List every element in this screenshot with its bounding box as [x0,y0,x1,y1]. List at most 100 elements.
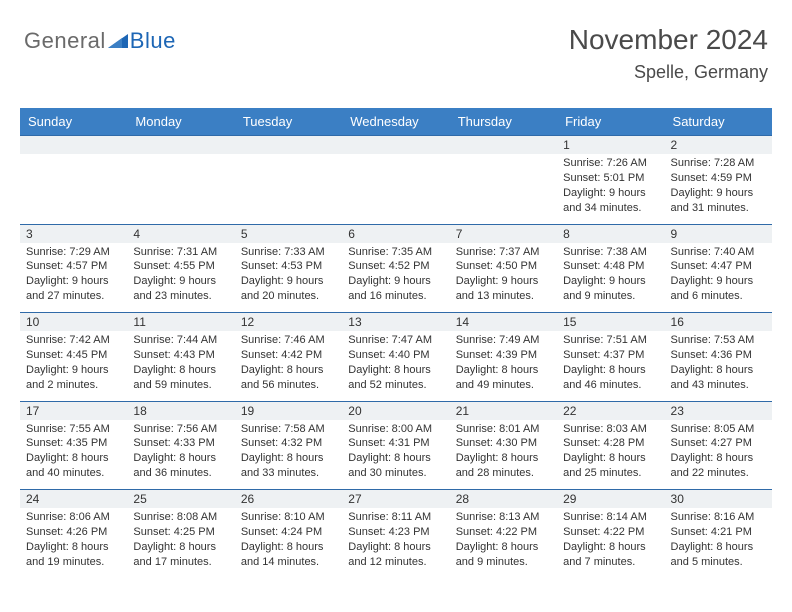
day-number-cell: 3 [20,224,127,243]
daylight-text-2: and 7 minutes. [563,555,658,570]
day-data-cell: Sunrise: 7:58 AMSunset: 4:32 PMDaylight:… [235,420,342,490]
day-number-cell: 17 [20,401,127,420]
day-data-cell: Sunrise: 7:29 AMSunset: 4:57 PMDaylight:… [20,243,127,313]
daylight-text-1: Daylight: 8 hours [348,540,443,555]
daylight-text-2: and 34 minutes. [563,201,658,216]
sunrise-text: Sunrise: 7:35 AM [348,245,443,260]
day-number-cell: 4 [127,224,234,243]
day-number-cell: 18 [127,401,234,420]
daylight-text-1: Daylight: 8 hours [241,540,336,555]
day-data-cell: Sunrise: 7:37 AMSunset: 4:50 PMDaylight:… [450,243,557,313]
daylight-text-2: and 56 minutes. [241,378,336,393]
daylight-text-1: Daylight: 8 hours [671,363,766,378]
sunrise-text: Sunrise: 7:29 AM [26,245,121,260]
day-number-cell: 6 [342,224,449,243]
sunset-text: Sunset: 4:55 PM [133,259,228,274]
day-number-cell: 14 [450,313,557,332]
day-number-cell: 23 [665,401,772,420]
day-number-cell: 13 [342,313,449,332]
day-number: 23 [671,404,684,418]
day-data-cell: Sunrise: 7:51 AMSunset: 4:37 PMDaylight:… [557,331,664,401]
sunset-text: Sunset: 4:27 PM [671,436,766,451]
day-number-cell: 15 [557,313,664,332]
sunset-text: Sunset: 4:21 PM [671,525,766,540]
day-data-cell: Sunrise: 8:10 AMSunset: 4:24 PMDaylight:… [235,508,342,578]
day-number: 14 [456,315,469,329]
daylight-text-1: Daylight: 9 hours [26,274,121,289]
sunrise-text: Sunrise: 7:31 AM [133,245,228,260]
sunrise-text: Sunrise: 7:55 AM [26,422,121,437]
sunset-text: Sunset: 5:01 PM [563,171,658,186]
day-data-cell: Sunrise: 8:11 AMSunset: 4:23 PMDaylight:… [342,508,449,578]
daylight-text-2: and 52 minutes. [348,378,443,393]
sunrise-text: Sunrise: 8:10 AM [241,510,336,525]
day-data-cell: Sunrise: 8:14 AMSunset: 4:22 PMDaylight:… [557,508,664,578]
daylight-text-2: and 36 minutes. [133,466,228,481]
daylight-text-2: and 6 minutes. [671,289,766,304]
day-number: 9 [671,227,678,241]
weekday-header: Wednesday [342,108,449,136]
sunrise-text: Sunrise: 8:14 AM [563,510,658,525]
daylight-text-2: and 12 minutes. [348,555,443,570]
day-number-row: 3456789 [20,224,772,243]
daylight-text-1: Daylight: 8 hours [26,540,121,555]
sunrise-text: Sunrise: 8:11 AM [348,510,443,525]
day-number: 8 [563,227,570,241]
day-number-cell: 25 [127,490,234,509]
sunrise-text: Sunrise: 7:40 AM [671,245,766,260]
daylight-text-2: and 23 minutes. [133,289,228,304]
daylight-text-2: and 22 minutes. [671,466,766,481]
sunrise-text: Sunrise: 7:26 AM [563,156,658,171]
sunrise-text: Sunrise: 7:46 AM [241,333,336,348]
day-number: 18 [133,404,146,418]
daylight-text-2: and 5 minutes. [671,555,766,570]
day-number: 5 [241,227,248,241]
day-data-cell: Sunrise: 7:44 AMSunset: 4:43 PMDaylight:… [127,331,234,401]
sunset-text: Sunset: 4:52 PM [348,259,443,274]
day-data-cell [342,154,449,224]
sunset-text: Sunset: 4:32 PM [241,436,336,451]
day-number: 24 [26,492,39,506]
brand-text-2: Blue [130,28,176,54]
daylight-text-2: and 40 minutes. [26,466,121,481]
sunrise-text: Sunrise: 8:05 AM [671,422,766,437]
sunrise-text: Sunrise: 7:56 AM [133,422,228,437]
day-number: 17 [26,404,39,418]
daylight-text-2: and 27 minutes. [26,289,121,304]
daylight-text-1: Daylight: 8 hours [456,363,551,378]
day-number: 6 [348,227,355,241]
sunset-text: Sunset: 4:26 PM [26,525,121,540]
sunrise-text: Sunrise: 7:38 AM [563,245,658,260]
sunset-text: Sunset: 4:28 PM [563,436,658,451]
sunset-text: Sunset: 4:47 PM [671,259,766,274]
weekday-header: Saturday [665,108,772,136]
sunset-text: Sunset: 4:57 PM [26,259,121,274]
daylight-text-1: Daylight: 9 hours [348,274,443,289]
day-number-cell [342,136,449,155]
sunrise-text: Sunrise: 7:28 AM [671,156,766,171]
sunset-text: Sunset: 4:25 PM [133,525,228,540]
day-data-cell: Sunrise: 7:55 AMSunset: 4:35 PMDaylight:… [20,420,127,490]
day-data-cell [20,154,127,224]
sunset-text: Sunset: 4:45 PM [26,348,121,363]
daylight-text-1: Daylight: 9 hours [241,274,336,289]
sunset-text: Sunset: 4:35 PM [26,436,121,451]
daylight-text-2: and 30 minutes. [348,466,443,481]
daylight-text-1: Daylight: 8 hours [563,451,658,466]
day-number: 22 [563,404,576,418]
day-data-cell: Sunrise: 8:06 AMSunset: 4:26 PMDaylight:… [20,508,127,578]
daylight-text-1: Daylight: 9 hours [563,274,658,289]
day-number: 20 [348,404,361,418]
sunrise-text: Sunrise: 7:42 AM [26,333,121,348]
day-number-cell: 28 [450,490,557,509]
daylight-text-1: Daylight: 8 hours [133,363,228,378]
sunset-text: Sunset: 4:53 PM [241,259,336,274]
sunset-text: Sunset: 4:59 PM [671,171,766,186]
brand-triangle-icon [108,28,128,54]
day-number-row: 10111213141516 [20,313,772,332]
day-number-cell: 20 [342,401,449,420]
day-number-cell: 27 [342,490,449,509]
daylight-text-2: and 46 minutes. [563,378,658,393]
daylight-text-1: Daylight: 8 hours [133,451,228,466]
day-number-cell [235,136,342,155]
